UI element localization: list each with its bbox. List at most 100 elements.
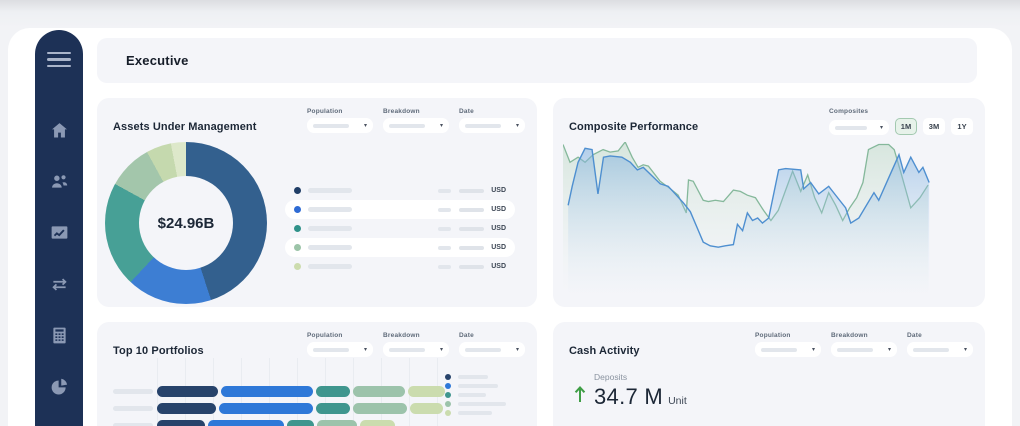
- chevron-down-icon: ▾: [363, 346, 367, 353]
- legend-label-placeholder: [458, 374, 488, 379]
- bar-segment: [353, 403, 407, 414]
- legend-value-placeholder: [459, 207, 484, 212]
- card-cash-activity: Cash Activity Population ▾ Breakdown ▾ D…: [553, 322, 985, 426]
- legend-value-placeholder: [459, 245, 484, 250]
- date-label: Date: [907, 332, 922, 339]
- aum-legend-row: USD: [285, 238, 515, 257]
- top10-legend-item: [445, 408, 506, 417]
- bar-segment: [221, 386, 313, 397]
- dropdown-placeholder: [465, 347, 501, 352]
- card-top-10-portfolios: Top 10 Portfolios Population ▾ Breakdown…: [97, 322, 537, 426]
- breakdown-dropdown[interactable]: ▾: [831, 342, 897, 357]
- blue-series-area: [568, 148, 930, 294]
- legend-dot: [294, 225, 301, 232]
- bar-segment: [219, 403, 313, 414]
- date-dropdown[interactable]: ▾: [907, 342, 973, 357]
- page-header: Executive: [97, 38, 977, 83]
- top10-filters: Population ▾ Breakdown ▾ Date ▾: [307, 332, 525, 357]
- breakdown-dropdown[interactable]: ▾: [383, 342, 449, 357]
- date-dropdown[interactable]: ▾: [459, 342, 525, 357]
- legend-label-placeholder: [458, 383, 498, 388]
- aum-legend-row: USD: [285, 257, 515, 276]
- chevron-down-icon: ▾: [515, 122, 519, 129]
- dropdown-placeholder: [761, 347, 797, 352]
- green-series-line: [563, 142, 928, 221]
- chevron-down-icon: ▾: [515, 346, 519, 353]
- dropdown-placeholder: [389, 347, 425, 352]
- bar-segment: [157, 403, 216, 414]
- bar-segment: [410, 403, 443, 414]
- sidebar-item-calculator[interactable]: [46, 323, 72, 348]
- deposits-stat: Deposits 34.7 M Unit: [573, 372, 687, 410]
- bar-segment: [353, 386, 405, 397]
- deposits-label: Deposits: [594, 372, 628, 382]
- legend-label-placeholder: [308, 264, 352, 269]
- breakdown-dropdown[interactable]: ▾: [383, 118, 449, 133]
- legend-label-placeholder: [308, 188, 352, 193]
- date-dropdown[interactable]: ▾: [459, 118, 525, 133]
- bar-segment: [157, 420, 205, 426]
- population-dropdown[interactable]: ▾: [755, 342, 821, 357]
- legend-dot: [294, 187, 301, 194]
- top10-legend-item: [445, 390, 506, 399]
- legend-dot: [445, 400, 451, 407]
- aum-donut-chart: $24.96B: [105, 142, 267, 304]
- card-title: Top 10 Portfolios: [113, 345, 204, 357]
- top10-legend: [445, 372, 506, 417]
- bar-segment: [360, 420, 395, 426]
- legend-dot: [294, 263, 301, 270]
- range-button-3m[interactable]: 3M: [923, 118, 945, 135]
- range-button-1m[interactable]: 1M: [895, 118, 917, 135]
- donut-hole: [139, 176, 233, 270]
- sidebar-item-performance[interactable]: [46, 220, 72, 245]
- trend-up-arrow-icon: [574, 386, 586, 402]
- dropdown-placeholder: [389, 123, 425, 128]
- breakdown-label: Breakdown: [383, 332, 420, 339]
- bar-segment: [408, 386, 445, 397]
- bar-segment: [317, 420, 357, 426]
- chevron-down-icon: ▾: [439, 122, 443, 129]
- sidebar-item-allocation[interactable]: [46, 374, 72, 399]
- blue-series-line: [568, 148, 929, 247]
- aum-legend-row: USD: [285, 181, 515, 200]
- legend-currency: USD: [491, 225, 506, 232]
- sidebar-item-clients[interactable]: [46, 169, 72, 194]
- population-dropdown[interactable]: ▾: [307, 342, 373, 357]
- portfolio-label-placeholder: [113, 389, 153, 394]
- page-title: Executive: [126, 53, 189, 68]
- legend-label-placeholder: [458, 410, 492, 415]
- card-title: Composite Performance: [569, 121, 699, 133]
- top10-legend-item: [445, 399, 506, 408]
- legend-value-placeholder: [438, 226, 451, 231]
- aum-legend: USD USD USD USD USD: [285, 181, 515, 276]
- legend-value-placeholder: [459, 264, 484, 269]
- composites-dropdown[interactable]: ▾: [829, 120, 889, 135]
- legend-value-placeholder: [438, 264, 451, 269]
- chevron-down-icon: ▾: [963, 346, 967, 353]
- portfolio-bar-row: [113, 403, 525, 414]
- population-label: Population: [755, 332, 791, 339]
- legend-value-placeholder: [438, 207, 451, 212]
- legend-label-placeholder: [308, 226, 352, 231]
- legend-label-placeholder: [308, 245, 352, 250]
- range-button-1y[interactable]: 1Y: [951, 118, 973, 135]
- chevron-down-icon: ▾: [811, 346, 815, 353]
- sidebar-item-transfers[interactable]: [46, 272, 72, 297]
- dropdown-placeholder: [913, 347, 949, 352]
- calculator-icon: [52, 327, 66, 344]
- home-icon: [51, 123, 67, 138]
- dropdown-placeholder: [835, 125, 867, 130]
- population-dropdown[interactable]: ▾: [307, 118, 373, 133]
- legend-value-placeholder: [459, 226, 484, 231]
- card-assets-under-management: Assets Under Management Population ▾ Bre…: [97, 98, 537, 307]
- chevron-down-icon: ▾: [363, 122, 367, 129]
- bar-segment: [316, 386, 350, 397]
- dropdown-placeholder: [313, 123, 349, 128]
- menu-icon[interactable]: [47, 48, 71, 71]
- pie-chart-icon: [51, 378, 67, 395]
- legend-dot: [294, 206, 301, 213]
- portfolio-label-placeholder: [113, 406, 153, 411]
- sidebar-item-home[interactable]: [46, 118, 72, 143]
- bar-segment: [316, 403, 350, 414]
- aum-legend-row: USD: [285, 200, 515, 219]
